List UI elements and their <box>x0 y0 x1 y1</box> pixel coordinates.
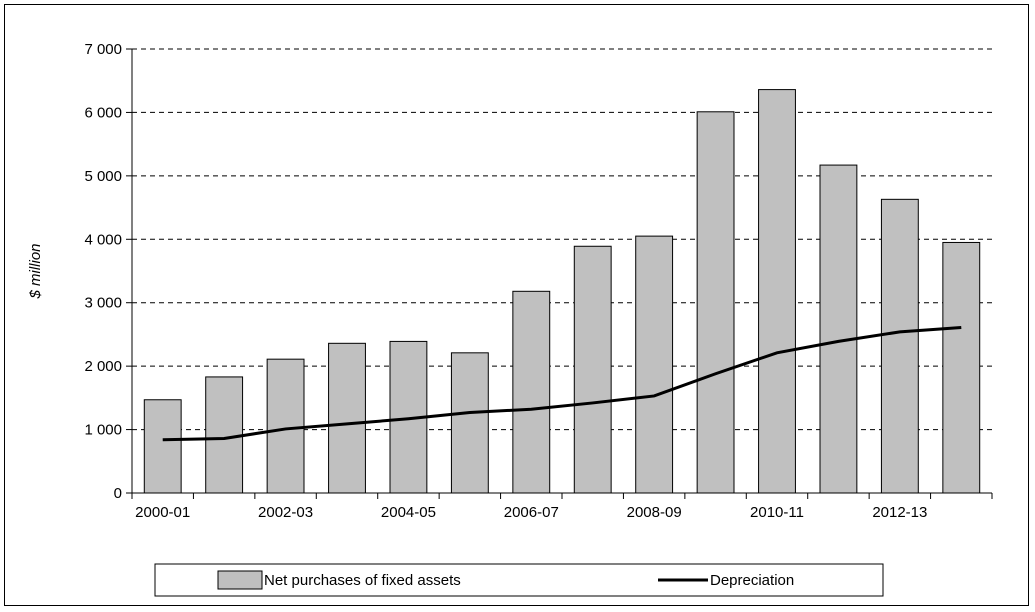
legend-bar-swatch <box>217 570 263 590</box>
bar-2002-03 <box>266 358 305 494</box>
y-tick-label: 4 000 <box>84 231 122 248</box>
y-tick-label: 7 000 <box>84 41 122 58</box>
y-tick-labels: 0 1 000 2 000 3 000 4 000 5 000 6 000 7 000 <box>84 41 122 502</box>
bar-2009-10 <box>696 111 735 494</box>
bar-2007-08 <box>573 245 612 494</box>
axes <box>126 48 993 499</box>
x-tick-label: 2008-09 <box>627 504 682 521</box>
y-axis-label: $ million <box>27 243 44 299</box>
bar-series <box>143 89 981 494</box>
x-tick-label: 2006-07 <box>504 504 559 521</box>
y-tick-label: 3 000 <box>84 295 122 312</box>
bar-2000-01 <box>143 399 182 494</box>
x-tick-label: 2012-13 <box>872 504 927 521</box>
bar-2011-12 <box>819 164 858 494</box>
bar-2008-09 <box>635 235 674 494</box>
x-tick-label: 2002-03 <box>258 504 313 521</box>
bar-2013-14 <box>942 241 981 494</box>
gridlines <box>132 48 992 431</box>
legend-box <box>154 563 884 597</box>
legend: Net purchases of fixed assets Depreciati… <box>154 563 884 597</box>
x-tick-label: 2000-01 <box>135 504 190 521</box>
x-tick-label: 2010-11 <box>750 504 804 521</box>
depreciation-line <box>162 325 962 442</box>
bar-2003-04 <box>328 342 366 494</box>
legend-line-label: Depreciation <box>710 572 794 589</box>
y-tick-label: 1 000 <box>84 422 122 439</box>
bar-2006-07 <box>512 290 551 494</box>
bar-2010-11 <box>758 89 796 494</box>
y-tick-label: 5 000 <box>84 168 122 185</box>
bar-2001-02 <box>205 376 244 494</box>
legend-bar-label: Net purchases of fixed assets <box>264 572 461 589</box>
x-tick-label: 2004-05 <box>381 504 436 521</box>
y-tick-label: 0 <box>114 485 122 502</box>
x-tick-labels: 2000-01 2002-03 2004-05 2006-07 2008-09 2010-… <box>135 504 927 521</box>
y-tick-label: 2 000 <box>84 358 122 375</box>
bar-2012-13 <box>880 198 919 494</box>
y-tick-label: 6 000 <box>84 104 122 121</box>
bar-2005-06 <box>450 352 489 494</box>
